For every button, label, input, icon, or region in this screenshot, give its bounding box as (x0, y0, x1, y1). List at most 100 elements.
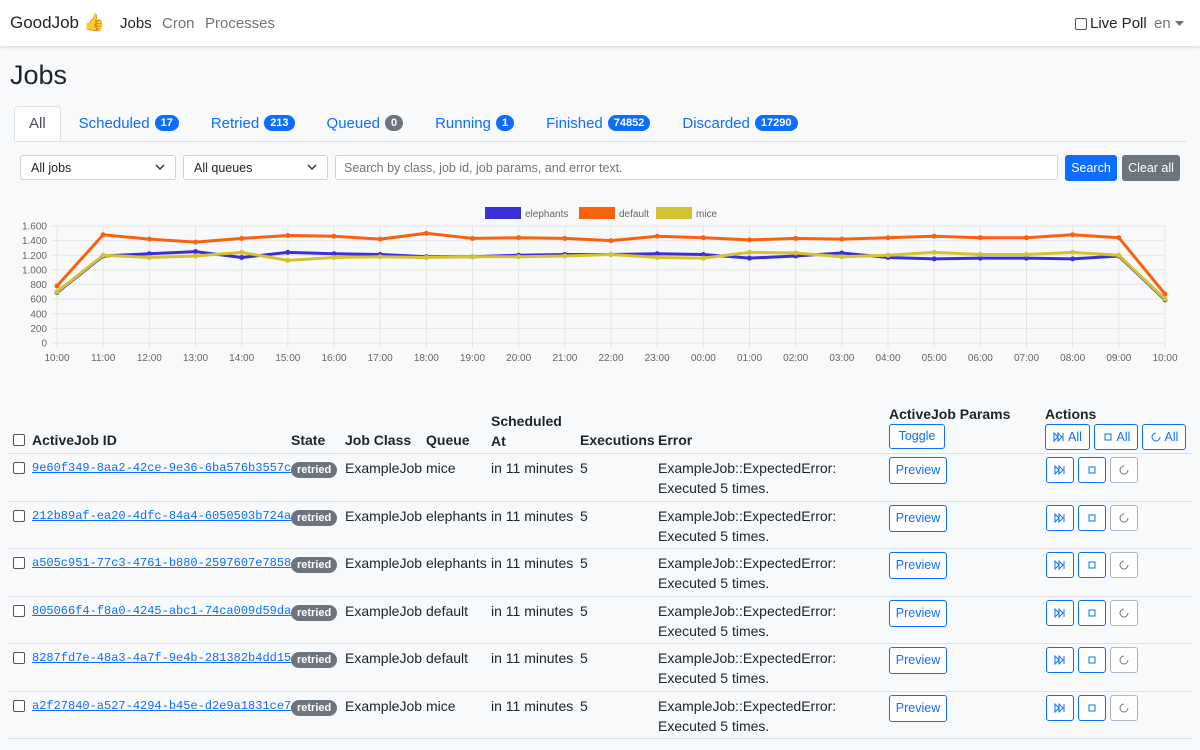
job-id-link[interactable]: 212b89af-ea20-4dfc-84a4-6050503b724a (32, 508, 292, 523)
row-action-button[interactable] (1078, 552, 1106, 578)
tab-label: Queued (326, 114, 380, 132)
preview-button[interactable]: Preview (889, 599, 947, 627)
job-id-link[interactable]: 9e60f349-8aa2-42ce-9e36-6ba576b3557c (32, 461, 292, 475)
row-action-button[interactable] (1110, 457, 1138, 483)
data-point (54, 283, 60, 289)
icon (1054, 559, 1065, 571)
row-action-button[interactable] (1078, 647, 1106, 673)
error: ExampleJob::ExpectedError: Executed 5 ti… (658, 460, 837, 496)
tab[interactable]: Queued 0 (313, 106, 418, 140)
job-select[interactable]: All jobs (20, 155, 176, 180)
bulk-action-button[interactable]: All (1045, 424, 1090, 450)
navbar: GoodJob 👍 Jobs Cron Processes Live Poll … (0, 0, 1200, 46)
data-point (516, 235, 522, 241)
select-all-checkbox[interactable] (13, 434, 25, 446)
search-input[interactable]: Search by class, job id, job params, and… (335, 155, 1058, 180)
preview-button[interactable]: Preview (889, 457, 947, 484)
job-id-link[interactable]: a505c951-77c3-4761-b880-2597607e7858 (32, 556, 292, 570)
row-checkbox[interactable] (13, 604, 25, 617)
queue: default (426, 602, 469, 619)
data-point (1024, 235, 1029, 241)
tab[interactable]: Retried 213 (197, 106, 309, 140)
search-button[interactable]: Search (1065, 155, 1117, 181)
row-checkbox[interactable] (13, 652, 25, 664)
state-badge: retried (291, 604, 338, 621)
icon-shape (1054, 512, 1065, 523)
row-action-button[interactable] (1078, 504, 1106, 531)
row-action-button[interactable] (1110, 599, 1138, 626)
clear-button[interactable]: Clear all (1122, 155, 1180, 181)
scheduled-at: in 11 minutes (491, 460, 574, 476)
state-badge: retried (291, 699, 338, 716)
data-point (331, 233, 337, 239)
data-point (885, 252, 891, 258)
data-point (1116, 235, 1122, 241)
row-action-button[interactable] (1046, 694, 1074, 721)
tab[interactable]: All (14, 106, 61, 141)
job-id-link[interactable]: a2f27840-a527-4294-b45e-d2e9a1831ce7 (32, 698, 292, 713)
bulk-action-button[interactable]: All (1094, 424, 1138, 450)
tab[interactable]: Running 1 (421, 106, 528, 140)
row-checkbox[interactable] (13, 509, 25, 522)
error: ExampleJob::ExpectedError: Executed 5 ti… (658, 650, 837, 686)
data-point (977, 252, 983, 258)
icon-shape (1119, 655, 1129, 665)
row-action-button[interactable] (1110, 694, 1138, 721)
x-tick-label: 01:00 (737, 353, 762, 364)
preview-button[interactable]: Preview (889, 647, 947, 674)
tab-label: Scheduled (78, 114, 150, 132)
icon (1119, 513, 1129, 522)
error: ExampleJob::ExpectedError: Executed 5 ti… (658, 602, 837, 639)
row-action-button[interactable] (1110, 552, 1138, 578)
row-action-button[interactable] (1110, 647, 1138, 673)
row-action-button[interactable] (1046, 599, 1074, 626)
y-tick-label: 600 (30, 295, 47, 306)
queue-select[interactable]: All queues (183, 155, 328, 180)
job-id-link[interactable]: 805066f4-f8a0-4245-abc1-74ca009d59da (32, 603, 292, 618)
error: ExampleJob::ExpectedError: Executed 5 ti… (658, 697, 837, 734)
preview-button[interactable]: Preview (889, 504, 947, 532)
row-action-button[interactable] (1078, 694, 1106, 721)
nav-link[interactable]: Processes (205, 15, 276, 32)
data-point (977, 235, 983, 241)
preview-button[interactable]: Preview (889, 694, 947, 722)
icon (1119, 560, 1129, 570)
job-id-link[interactable]: 8287fd7e-48a3-4a7f-9e4b-281382b4dd15 (32, 651, 292, 665)
tab-count: 17290 (754, 115, 798, 131)
queue: default (426, 650, 469, 666)
icon-shape (1053, 431, 1064, 443)
data-point (1024, 252, 1029, 258)
row-action-button[interactable] (1078, 599, 1106, 626)
live-poll-checkbox[interactable] (1075, 18, 1087, 30)
data-point (331, 254, 337, 260)
locale[interactable]: en (1154, 15, 1171, 32)
bulk-action-button[interactable]: All (1142, 424, 1186, 450)
preview-button[interactable]: Preview (889, 552, 947, 579)
data-point (562, 253, 568, 259)
row-checkbox[interactable] (13, 557, 25, 569)
tab[interactable]: Discarded 17290 (668, 106, 811, 140)
row-checkbox[interactable] (13, 699, 25, 712)
tab[interactable]: Finished 74852 (532, 106, 664, 140)
row-checkbox[interactable] (13, 462, 25, 474)
row-action-button[interactable] (1046, 552, 1074, 578)
row-action-button[interactable] (1046, 457, 1074, 483)
icon-shape (1119, 560, 1129, 570)
data-point (423, 230, 429, 236)
x-tick-label: 00:00 (691, 353, 716, 364)
tab-label: Finished (546, 114, 603, 132)
brand[interactable]: GoodJob 👍 (10, 13, 105, 32)
queue: elephants (426, 555, 487, 571)
row-action-button[interactable] (1110, 504, 1138, 531)
nav-link[interactable]: Cron (162, 15, 195, 32)
tab[interactable]: Scheduled 17 (65, 106, 193, 140)
row-action-button[interactable] (1046, 504, 1074, 531)
icon-shape (1054, 702, 1065, 713)
nav-link[interactable]: Jobs (120, 15, 152, 32)
data-point (654, 251, 660, 257)
live-poll-label[interactable]: Live Poll (1090, 15, 1147, 32)
toggle-button[interactable]: Toggle (889, 424, 945, 449)
row-action-button[interactable] (1046, 647, 1074, 673)
x-tick-label: 13:00 (183, 353, 208, 364)
row-action-button[interactable] (1078, 457, 1106, 483)
